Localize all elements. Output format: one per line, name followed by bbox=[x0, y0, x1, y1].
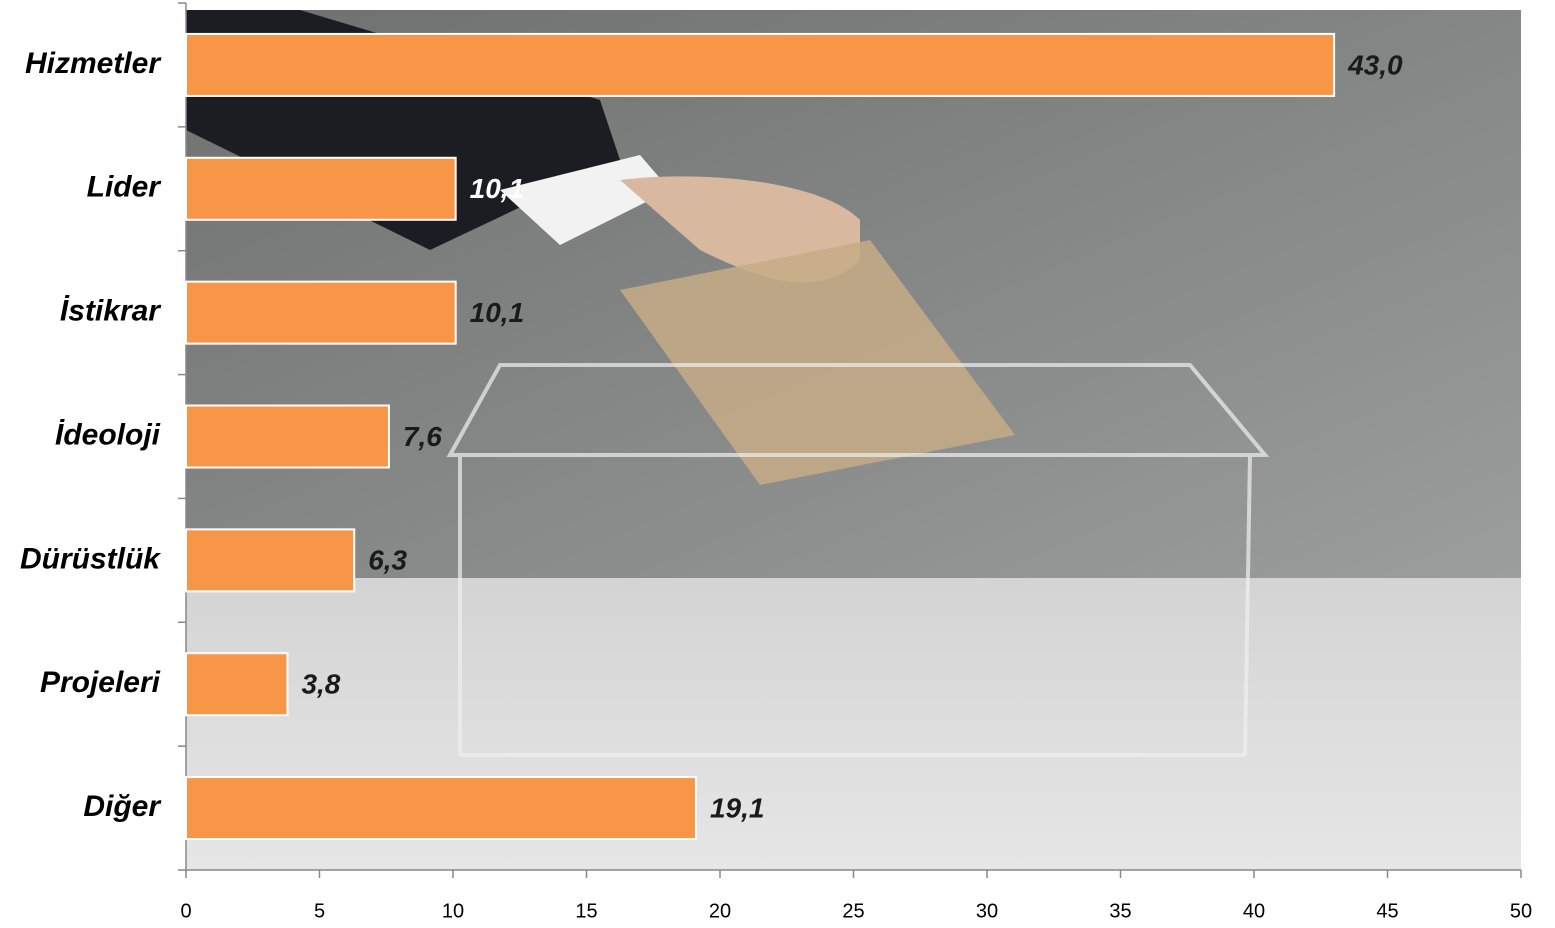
bar bbox=[185, 404, 390, 469]
x-tick-label: 35 bbox=[1109, 900, 1131, 922]
background-photo bbox=[186, 10, 1521, 870]
category-label: Lider bbox=[87, 171, 163, 204]
bar bbox=[185, 280, 457, 345]
value-label: 6,3 bbox=[368, 545, 407, 576]
x-tick-label: 20 bbox=[709, 900, 731, 922]
value-label: 3,8 bbox=[301, 669, 340, 700]
x-tick-label: 40 bbox=[1243, 900, 1265, 922]
x-tick-label: 15 bbox=[575, 900, 597, 922]
bar bbox=[185, 652, 289, 717]
category-label: Projeleri bbox=[40, 666, 161, 699]
x-tick-label: 5 bbox=[314, 900, 325, 922]
value-label: 43,0 bbox=[1347, 49, 1403, 80]
x-tick-label: 50 bbox=[1510, 900, 1532, 922]
x-tick-label: 0 bbox=[180, 900, 191, 922]
value-label: 19,1 bbox=[710, 792, 765, 823]
value-label: 10,1 bbox=[470, 297, 525, 328]
category-label: İstikrar bbox=[60, 295, 162, 328]
category-label: Hizmetler bbox=[25, 47, 162, 80]
x-tick-label: 45 bbox=[1376, 900, 1398, 922]
value-label: 10,1 bbox=[470, 173, 525, 204]
bar bbox=[185, 156, 457, 221]
category-label: İdeoloji bbox=[55, 418, 161, 451]
category-label: Dürüstlük bbox=[20, 542, 161, 575]
bar bbox=[185, 32, 1336, 97]
x-tick-label: 25 bbox=[842, 900, 864, 922]
x-tick-label: 30 bbox=[976, 900, 998, 922]
bar bbox=[185, 776, 697, 841]
x-tick-label: 10 bbox=[442, 900, 464, 922]
category-label: Diğer bbox=[83, 790, 162, 823]
bar bbox=[185, 528, 356, 593]
value-label: 7,6 bbox=[403, 421, 442, 452]
